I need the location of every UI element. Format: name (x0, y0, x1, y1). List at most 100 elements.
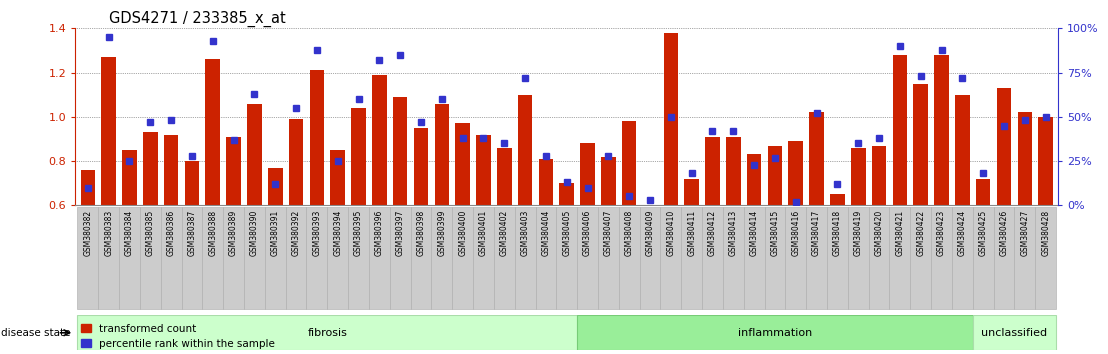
Bar (934, 55, 948, 205)
Bar (639, 207, 660, 309)
Bar (351, 108, 366, 205)
Text: GSM380382: GSM380382 (83, 210, 92, 256)
Text: GSM380423: GSM380423 (937, 210, 946, 256)
Text: GSM380391: GSM380391 (270, 210, 279, 256)
Text: GSM380389: GSM380389 (229, 210, 238, 256)
Text: GSM380399: GSM380399 (438, 210, 447, 256)
Text: GSM380384: GSM380384 (125, 210, 134, 256)
Bar (973, 207, 994, 309)
Text: GSM380402: GSM380402 (500, 210, 509, 256)
Bar (348, 207, 369, 309)
Bar (182, 207, 203, 309)
Bar (203, 207, 223, 309)
Text: GSM380417: GSM380417 (812, 210, 821, 256)
Bar (872, 145, 886, 205)
Text: GSM380412: GSM380412 (708, 210, 717, 256)
Bar (1015, 207, 1035, 309)
Text: GSM380401: GSM380401 (479, 210, 488, 256)
Bar (265, 207, 286, 309)
Bar (411, 207, 431, 309)
Text: GSM380406: GSM380406 (583, 210, 592, 256)
Bar (702, 207, 722, 309)
Text: GSM380394: GSM380394 (334, 210, 342, 256)
Text: GSM380418: GSM380418 (833, 210, 842, 256)
Text: GSM380416: GSM380416 (791, 210, 800, 256)
Bar (434, 103, 449, 205)
Bar (598, 207, 618, 309)
Legend: transformed count, percentile rank within the sample: transformed count, percentile rank withi… (81, 324, 275, 349)
Bar (705, 137, 720, 205)
Bar (722, 207, 743, 309)
Bar (330, 150, 345, 205)
Text: GSM380392: GSM380392 (291, 210, 300, 256)
Text: GSM380415: GSM380415 (770, 210, 779, 256)
Bar (869, 207, 890, 309)
Bar (497, 148, 512, 205)
Bar (618, 207, 639, 309)
Text: GDS4271 / 233385_x_at: GDS4271 / 233385_x_at (109, 11, 286, 27)
Text: GSM380390: GSM380390 (250, 210, 259, 256)
Bar (643, 205, 657, 227)
Bar (99, 207, 119, 309)
Text: GSM380428: GSM380428 (1042, 210, 1050, 256)
Text: GSM380403: GSM380403 (521, 210, 530, 256)
Bar (768, 145, 782, 205)
Bar (535, 207, 556, 309)
Bar (247, 103, 261, 205)
Bar (494, 207, 515, 309)
Bar (577, 207, 598, 309)
Bar (452, 207, 473, 309)
Bar (913, 84, 929, 205)
Text: GSM380420: GSM380420 (874, 210, 883, 256)
Text: GSM380419: GSM380419 (854, 210, 863, 256)
Bar (538, 159, 553, 205)
Text: GSM380395: GSM380395 (355, 210, 363, 256)
Bar (161, 207, 182, 309)
Text: GSM380414: GSM380414 (750, 210, 759, 256)
Bar (827, 207, 848, 309)
Bar (78, 207, 99, 309)
Bar (205, 59, 220, 205)
Bar (556, 207, 577, 309)
Bar (431, 207, 452, 309)
Bar (747, 154, 761, 205)
Text: fibrosis: fibrosis (307, 328, 347, 338)
Text: GSM380386: GSM380386 (166, 210, 176, 256)
Bar (602, 156, 616, 205)
Bar (476, 135, 491, 205)
Text: GSM380411: GSM380411 (687, 210, 696, 256)
Bar (911, 207, 931, 309)
Bar (664, 33, 678, 205)
Text: GSM380407: GSM380407 (604, 210, 613, 256)
Bar (119, 207, 140, 309)
Bar (122, 150, 136, 205)
Bar (393, 97, 408, 205)
Bar (307, 207, 327, 309)
Text: GSM380405: GSM380405 (562, 210, 572, 256)
Bar (164, 135, 178, 205)
Bar (973, 315, 1056, 350)
Text: GSM380427: GSM380427 (1020, 210, 1029, 256)
Bar (390, 207, 411, 309)
Bar (893, 55, 907, 205)
Bar (577, 315, 973, 350)
Text: GSM380409: GSM380409 (646, 210, 655, 256)
Bar (581, 143, 595, 205)
Text: unclassified: unclassified (982, 328, 1047, 338)
Text: GSM380426: GSM380426 (999, 210, 1008, 256)
Text: GSM380396: GSM380396 (375, 210, 383, 256)
Bar (244, 207, 265, 309)
Bar (372, 75, 387, 205)
Bar (78, 315, 577, 350)
Bar (140, 207, 161, 309)
Text: GSM380398: GSM380398 (417, 210, 425, 256)
Bar (789, 141, 803, 205)
Text: disease state: disease state (1, 328, 71, 338)
Bar (268, 168, 283, 205)
Bar (226, 137, 240, 205)
Bar (622, 121, 636, 205)
Bar (765, 207, 786, 309)
Text: GSM380410: GSM380410 (666, 210, 676, 256)
Text: GSM380385: GSM380385 (146, 210, 155, 256)
Bar (890, 207, 911, 309)
